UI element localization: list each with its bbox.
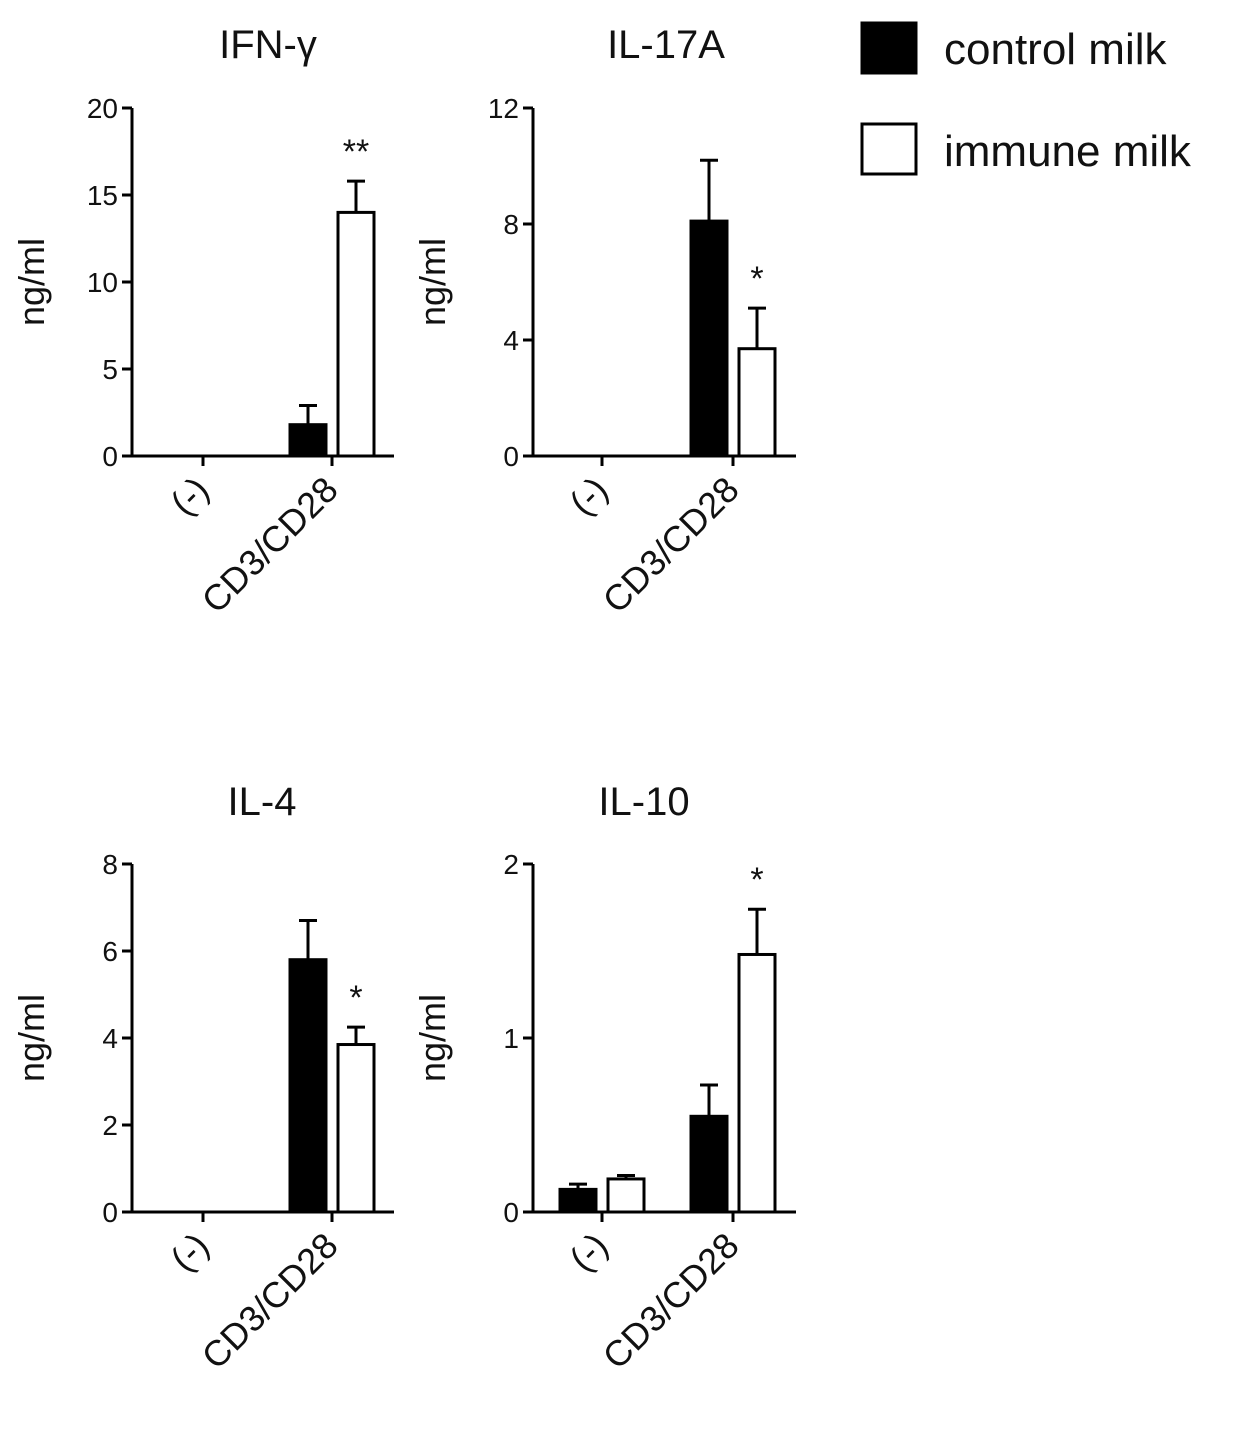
bar [689,219,729,458]
bar [288,958,328,1214]
bar [558,1187,598,1214]
y-axis-label: ng/ml [11,238,52,326]
chart-title: IL-4 [228,780,297,824]
chart-title: IL-17A [607,23,725,67]
bar [288,423,328,458]
y-tick-label: 0 [503,441,519,472]
chart-panel: IL-10 ng/ml 0 1 2 (-)CD3/CD28 * [412,780,796,1377]
y-tick-label: 20 [87,93,118,124]
y-tick-label: 5 [102,354,118,385]
y-tick-label: 12 [488,93,519,124]
legend-swatch-control [860,21,918,75]
x-tick-label: (-) [561,469,615,523]
x-tick-label: CD3/CD28 [595,1225,747,1377]
panels: IFN-γng/ml05101520(-)CD3/CD28**IL-17Ang/… [11,23,796,1377]
bar [606,1177,646,1214]
significance-marker: * [349,979,362,1017]
bar [336,210,376,458]
legend-label-immune: immune milk [944,127,1192,176]
chart-title: IL-10 [598,780,689,824]
y-tick-label: 6 [102,936,118,967]
chart-panel: IFN-γ ng/ml 0 5 10 15 20 (-)CD3/CD28 ** [11,23,394,621]
x-tick-label: CD3/CD28 [595,469,747,621]
chart-title: IFN-γ [219,23,317,67]
y-tick-label: 0 [102,1197,118,1228]
x-tick-label: CD3/CD28 [194,1225,346,1377]
y-tick-label: 1 [503,1023,519,1054]
y-axis-label: ng/ml [412,994,453,1082]
legend-label-control: control milk [944,25,1167,74]
chart-panel: IL-17A ng/ml 0 4 8 12 (-)CD3/CD28 * [412,23,796,621]
y-axis-label: ng/ml [412,238,453,326]
y-tick-label: 2 [503,849,519,880]
y-tick-label: 4 [503,325,519,356]
y-tick-label: 15 [87,180,118,211]
chart-panel: IL-4 ng/ml 0 2 4 6 8 (-)CD3/CD28 * [11,780,394,1377]
x-tick-label: (-) [561,1225,615,1279]
y-axis-label: ng/ml [11,994,52,1082]
x-tick-label: CD3/CD28 [194,469,346,621]
y-tick-label: 8 [102,849,118,880]
y-tick-label: 4 [102,1023,118,1054]
bar [336,1043,376,1214]
y-tick-label: 2 [102,1110,118,1141]
x-tick-label: (-) [162,469,216,523]
y-tick-label: 8 [503,209,519,240]
bar [689,1114,729,1214]
significance-marker: * [750,861,763,899]
bar [737,347,777,458]
bar [737,952,777,1214]
legend-swatch-immune [860,122,918,176]
significance-marker: * [750,260,763,298]
y-tick-label: 0 [102,441,118,472]
x-tick-label: (-) [162,1225,216,1279]
legend: control milk immune milk [860,21,1192,176]
y-tick-label: 0 [503,1197,519,1228]
significance-marker: ** [343,133,369,171]
y-tick-label: 10 [87,267,118,298]
